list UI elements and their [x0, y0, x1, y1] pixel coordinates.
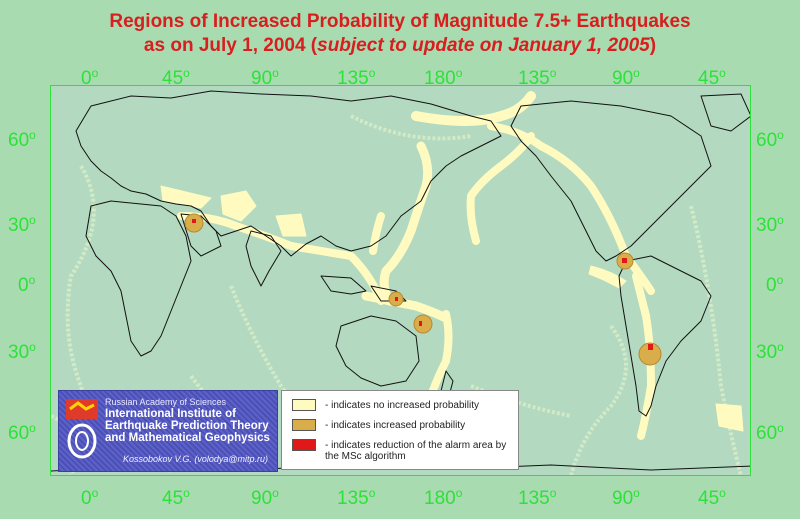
lon-tick-top: 135o — [337, 63, 375, 89]
institute-banner: Russian Academy of Sciences Internationa… — [58, 390, 278, 472]
lon-tick-value: 0 — [81, 488, 92, 509]
degree-symbol: o — [633, 486, 640, 500]
legend-label: - indicates reduction of the alarm area … — [325, 440, 507, 462]
lon-tick-bottom: 90o — [612, 483, 640, 509]
lon-tick-top: 90o — [612, 63, 640, 89]
degree-symbol: o — [777, 421, 784, 435]
lon-tick-bottom: 45o — [698, 483, 726, 509]
degree-symbol: o — [455, 486, 463, 500]
degree-symbol: o — [777, 340, 784, 354]
lat-tick-value: 60 — [756, 130, 778, 151]
lon-tick-value: 135 — [337, 68, 369, 89]
lon-tick-bottom: 90o — [251, 483, 279, 509]
lat-tick-right: 60o — [756, 125, 784, 151]
lon-tick-value: 45 — [162, 68, 184, 89]
legend-label: - indicates no increased probability — [325, 400, 479, 411]
degree-symbol: o — [272, 66, 279, 80]
legend-swatch — [292, 439, 316, 451]
lon-tick-value: 90 — [612, 68, 634, 89]
lon-tick-value: 90 — [251, 68, 273, 89]
lat-tick-value: 0 — [766, 275, 777, 296]
lon-tick-value: 45 — [698, 488, 720, 509]
lon-tick-value: 180 — [424, 68, 456, 89]
contact-line: Kossobokov V.G. (volodya@mitp.ru) — [123, 454, 269, 464]
degree-symbol: o — [183, 66, 190, 80]
lon-tick-value: 90 — [612, 488, 634, 509]
lat-tick-value: 60 — [756, 423, 778, 444]
legend-swatch — [292, 399, 316, 411]
degree-symbol: o — [29, 421, 36, 435]
degree-symbol: o — [28, 273, 36, 287]
lat-tick-value: 0 — [18, 275, 29, 296]
lon-tick-top: 45o — [162, 63, 190, 89]
degree-symbol: o — [368, 66, 376, 80]
lon-tick-top: 90o — [251, 63, 279, 89]
lon-tick-bottom: 45o — [162, 483, 190, 509]
degree-symbol: o — [719, 66, 726, 80]
lon-tick-value: 135 — [518, 68, 550, 89]
lat-tick-value: 30 — [756, 215, 778, 236]
lon-tick-top: 0o — [81, 63, 98, 89]
lat-tick-value: 60 — [8, 423, 30, 444]
degree-symbol: o — [272, 486, 279, 500]
map-title: Regions of Increased Probability of Magn… — [109, 11, 691, 32]
lon-tick-value: 45 — [698, 68, 720, 89]
lat-tick-value: 30 — [8, 342, 30, 363]
academy-name: Russian Academy of Sciences — [105, 397, 227, 407]
lon-tick-value: 90 — [251, 488, 273, 509]
subtitle-prefix: as on July 1, 2004 ( — [143, 35, 318, 56]
degree-symbol: o — [368, 486, 376, 500]
lon-tick-top: 135o — [518, 63, 556, 89]
degree-symbol: o — [633, 66, 640, 80]
lat-tick-right: 60o — [756, 418, 784, 444]
subtitle-update-note: subject to update on January 1, 2005 — [317, 35, 650, 56]
degree-symbol: o — [29, 128, 36, 142]
lon-tick-value: 135 — [518, 488, 550, 509]
lon-tick-value: 45 — [162, 488, 184, 509]
lat-tick-left: 60o — [8, 418, 36, 444]
lon-tick-value: 180 — [424, 488, 456, 509]
degree-symbol: o — [777, 128, 784, 142]
subtitle-suffix: ) — [649, 35, 657, 56]
lat-tick-value: 30 — [756, 342, 778, 363]
legend-label: - indicates increased probability — [325, 420, 466, 431]
legend-swatch — [292, 419, 316, 431]
degree-symbol: o — [91, 66, 99, 80]
degree-symbol: o — [455, 66, 463, 80]
lat-tick-left: 30o — [8, 337, 36, 363]
seismic-zones — [160, 91, 744, 440]
degree-symbol: o — [29, 340, 36, 354]
lat-tick-value: 30 — [8, 215, 30, 236]
lat-tick-value: 60 — [8, 130, 30, 151]
lon-tick-bottom: 135o — [337, 483, 375, 509]
degree-symbol: o — [776, 273, 784, 287]
degree-symbol: o — [183, 486, 190, 500]
degree-symbol: o — [29, 213, 36, 227]
degree-symbol: o — [549, 66, 557, 80]
lon-tick-bottom: 135o — [518, 483, 556, 509]
degree-symbol: o — [777, 213, 784, 227]
lon-tick-value: 0 — [81, 68, 92, 89]
map-legend: - indicates no increased probability - i… — [281, 390, 519, 470]
degree-symbol: o — [719, 486, 726, 500]
lat-tick-right: 0o — [766, 270, 783, 296]
degree-symbol: o — [91, 486, 99, 500]
lat-tick-left: 30o — [8, 210, 36, 236]
lat-tick-right: 30o — [756, 337, 784, 363]
institute-logo — [66, 399, 98, 459]
map-subtitle: as on July 1, 2004 (subject to update on… — [0, 34, 800, 57]
lon-tick-value: 135 — [337, 488, 369, 509]
lat-tick-left: 0o — [18, 270, 35, 296]
lon-tick-top: 45o — [698, 63, 726, 89]
degree-symbol: o — [549, 486, 557, 500]
alarm-reduction-areas — [192, 219, 653, 350]
lon-tick-bottom: 180o — [424, 483, 462, 509]
lon-tick-top: 180o — [424, 63, 462, 89]
institute-name: International Institute of Earthquake Pr… — [105, 408, 270, 444]
lat-tick-right: 30o — [756, 210, 784, 236]
lat-tick-left: 60o — [8, 125, 36, 151]
lon-tick-bottom: 0o — [81, 483, 98, 509]
